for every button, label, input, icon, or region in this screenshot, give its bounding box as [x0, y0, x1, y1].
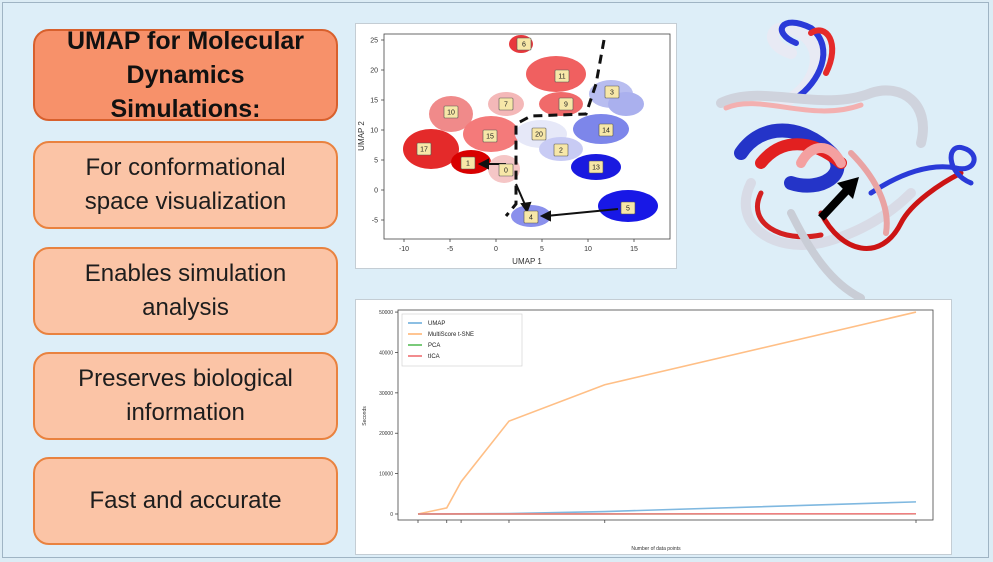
chart-ylabel: Seconds [362, 406, 368, 426]
cluster-label-box [553, 143, 569, 157]
title-box: UMAP for Molecular Dynamics Simulations: [33, 27, 338, 123]
point-box-biological: Preserves biological information [33, 352, 338, 440]
cluster-label-box [482, 129, 498, 143]
cluster-label-box [554, 69, 570, 83]
chart-xlabel: Number of data points [631, 546, 681, 552]
cluster-label: 5 [626, 206, 630, 213]
cluster-label-box [460, 156, 476, 170]
umap-ytick-label: -5 [372, 218, 378, 225]
cluster-label: 15 [486, 134, 494, 141]
point-text: For conformational space visualization [84, 154, 287, 215]
cluster-label-box [598, 123, 614, 137]
cluster-label: 17 [420, 147, 428, 154]
cluster-label-box [498, 163, 514, 177]
umap-xtick-label: 15 [630, 246, 638, 253]
cluster-label-box [523, 210, 539, 224]
point-text: Enables simulation analysis [84, 260, 287, 321]
cluster-label-box [531, 127, 547, 141]
umap-xtick-label: 0 [494, 246, 498, 253]
cluster-label: 7 [504, 102, 508, 109]
umap-xtick-label: 5 [540, 246, 544, 253]
umap-ytick-label: 10 [370, 128, 378, 135]
umap-ytick-label: 25 [370, 38, 378, 45]
protein-structure-image [701, 13, 986, 308]
cluster-label: 13 [592, 165, 600, 172]
cluster-label: 20 [535, 132, 543, 139]
point-box-fast: Fast and accurate [33, 457, 338, 545]
cluster-label-box [516, 37, 532, 51]
cluster-label: 3 [610, 90, 614, 97]
umap-ylabel: UMAP 2 [357, 121, 366, 151]
umap-ytick-label: 20 [370, 68, 378, 75]
series-line [417, 311, 917, 515]
cluster-label-box [620, 201, 636, 215]
point-text: Preserves biological information [78, 365, 293, 426]
umap-ytick-label: 0 [374, 188, 378, 195]
timing-chart-panel: 0 10000 20000 30000 40000 50000 UMAP MultiScor… [355, 299, 952, 555]
umap-panel: -10 -5 0 5 10 15 25 20 15 10 5 0 -5 [355, 23, 677, 269]
umap-xtick-label: -10 [399, 246, 409, 253]
umap-ytick-label: 15 [370, 98, 378, 105]
cluster-label: 1 [466, 161, 470, 168]
chart-ytick-label: 20000 [379, 431, 393, 437]
cluster-label: 2 [559, 148, 563, 155]
chart-ytick-label: 50000 [379, 310, 393, 316]
cluster-label-box [588, 160, 604, 174]
legend-label: UMAP [428, 321, 445, 327]
umap-xlabel: UMAP 1 [512, 257, 542, 266]
chart-ytick-label: 40000 [379, 350, 393, 356]
umap-xtick-label: -5 [447, 246, 453, 253]
point-text: Fast and accurate [89, 487, 282, 514]
umap-ytick-label: 5 [374, 158, 378, 165]
cluster-label-box [604, 85, 620, 99]
cluster-label: 0 [504, 168, 508, 175]
point-box-visualization: For conformational space visualization [33, 141, 338, 229]
cluster-label: 14 [602, 128, 610, 135]
umap-xtick-label: 10 [584, 246, 592, 253]
legend-label: tICA [428, 354, 440, 360]
cluster-label: 6 [522, 42, 526, 49]
timing-line-chart: 0 10000 20000 30000 40000 50000 UMAP MultiScor… [362, 309, 934, 552]
cluster-label-box [416, 142, 432, 156]
cluster-label-box [558, 97, 574, 111]
arrow-icon [818, 177, 859, 221]
cluster-label: 10 [447, 110, 455, 117]
legend-label: MultiScore t-SNE [428, 332, 474, 338]
chart-ytick-label: 30000 [379, 391, 393, 397]
cluster-label: 11 [558, 74, 565, 81]
point-box-analysis: Enables simulation analysis [33, 247, 338, 335]
title-text: UMAP for Molecular Dynamics Simulations: [66, 27, 305, 123]
cluster-label-box [498, 97, 514, 111]
cluster-label-box [443, 105, 459, 119]
chart-ytick-label: 10000 [379, 472, 393, 478]
legend-box [401, 313, 523, 367]
legend-label: PCA [428, 343, 440, 349]
cluster-label: 4 [529, 215, 533, 222]
cluster-label: 9 [564, 102, 568, 109]
boundary-dashed-line [504, 39, 606, 217]
chart-ytick-label: 0 [390, 512, 393, 518]
